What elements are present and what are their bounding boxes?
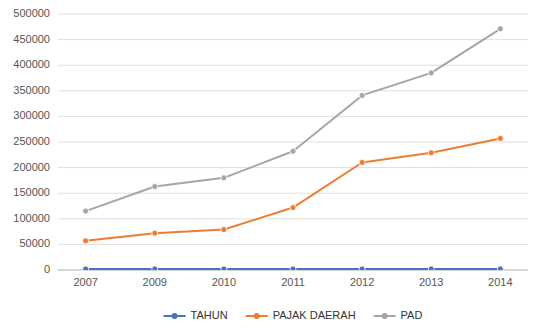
grid-line (58, 90, 528, 91)
y-tick-label: 500000 (13, 7, 50, 19)
data-point (428, 70, 434, 76)
data-point (152, 184, 158, 190)
data-point (290, 205, 296, 211)
y-tick-label: 450000 (13, 33, 50, 45)
data-point (428, 266, 434, 270)
data-point (497, 266, 503, 270)
grid-line (58, 193, 528, 194)
data-point (497, 135, 503, 141)
x-tick-label: 2009 (143, 276, 167, 288)
grid-line (58, 65, 528, 66)
plot-area (83, 26, 504, 270)
data-point (83, 238, 89, 244)
y-tick-label: 150000 (13, 186, 50, 198)
legend-item: PAD (374, 309, 423, 321)
legend: TAHUN PAJAK DAERAH PAD (164, 309, 423, 321)
data-point (221, 227, 227, 233)
data-point (359, 159, 365, 165)
legend-marker (254, 313, 260, 319)
data-point (221, 266, 227, 270)
legend-label: PAD (401, 309, 423, 321)
legend-item: PAJAK DAERAH (246, 309, 356, 321)
x-tick-label: 2010 (212, 276, 236, 288)
grid (58, 14, 528, 270)
data-point (497, 26, 503, 32)
data-point (359, 92, 365, 98)
grid-line (58, 244, 528, 245)
grid-line (58, 218, 528, 219)
y-tick-label: 50000 (19, 237, 50, 249)
y-tick-label: 0 (44, 263, 50, 275)
y-tick-label: 350000 (13, 84, 50, 96)
data-point (428, 150, 434, 156)
data-point (221, 175, 227, 181)
legend-label: PAJAK DAERAH (273, 309, 356, 321)
y-tick-label: 300000 (13, 109, 50, 121)
y-tick-label: 400000 (13, 58, 50, 70)
x-tick-label: 2013 (419, 276, 443, 288)
legend-label: TAHUN (191, 309, 228, 321)
chart: 0 50000 100000 150000 200000 250000 300000 3500… (0, 0, 544, 332)
grid-line (58, 167, 528, 168)
grid-line (58, 142, 528, 143)
series-line (86, 29, 501, 211)
x-tick-label: 2014 (488, 276, 512, 288)
data-point (290, 148, 296, 154)
data-point (83, 208, 89, 214)
legend-marker (172, 313, 178, 319)
y-tick-label: 200000 (13, 161, 50, 173)
grid-line (58, 39, 528, 40)
legend-item: TAHUN (164, 309, 228, 321)
legend-marker (382, 313, 388, 319)
y-tick-label: 100000 (13, 212, 50, 224)
data-point (83, 266, 89, 270)
data-point (152, 266, 158, 270)
data-point (152, 230, 158, 236)
x-tick-label: 2011 (281, 276, 305, 288)
data-point (290, 266, 296, 270)
grid-line (58, 116, 528, 117)
data-point (359, 266, 365, 270)
grid-line (58, 14, 528, 15)
x-tick-label: 2012 (350, 276, 374, 288)
y-tick-label: 250000 (13, 135, 50, 147)
x-tick-label: 2007 (73, 276, 97, 288)
